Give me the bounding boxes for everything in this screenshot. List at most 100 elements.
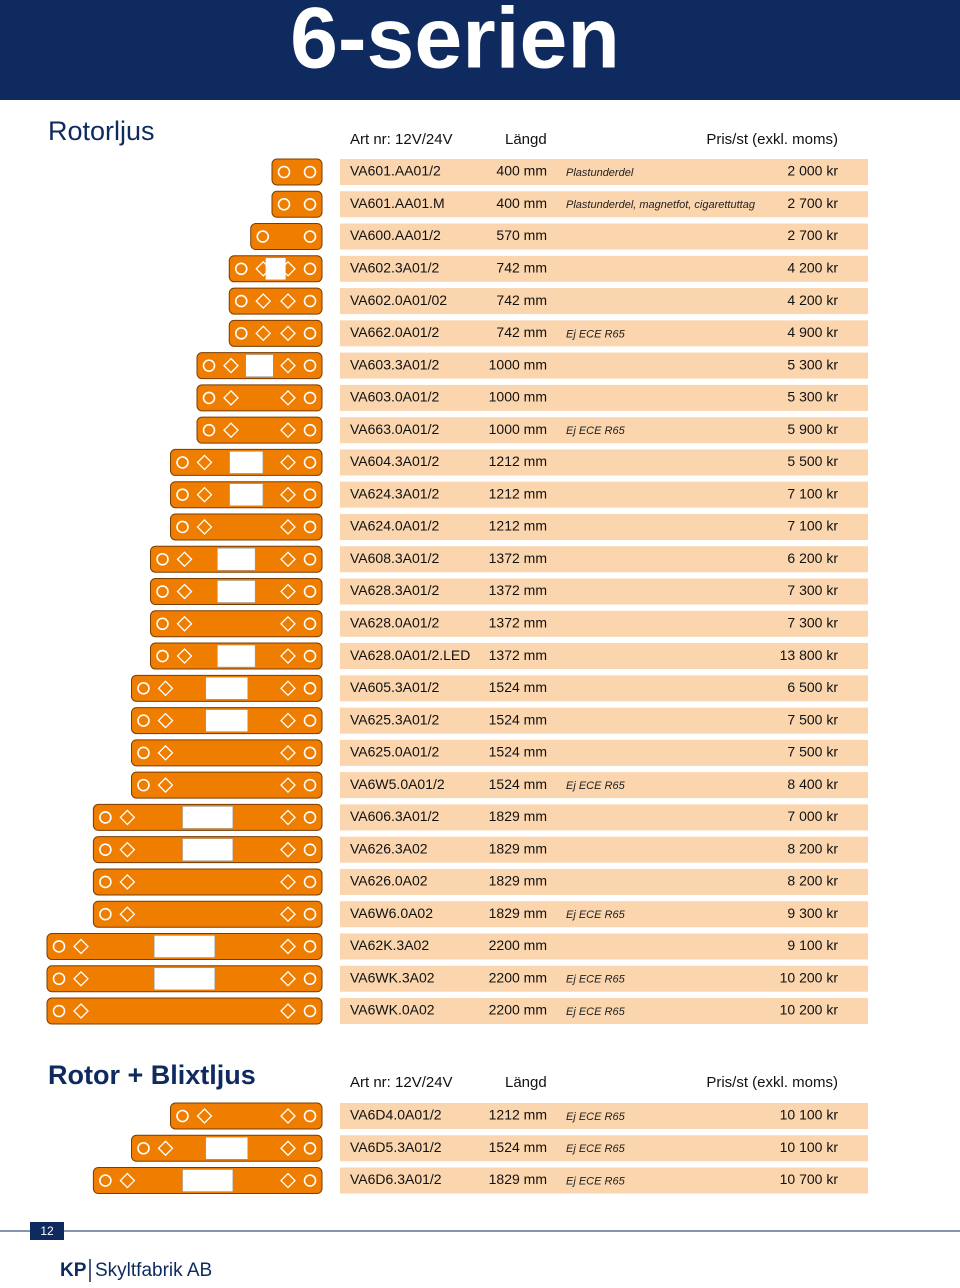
page-number: 12 bbox=[40, 1224, 54, 1238]
length: 1829 mm bbox=[489, 905, 547, 921]
note: Plastunderdel bbox=[566, 167, 634, 179]
diamond-icon bbox=[280, 486, 296, 503]
diamond-icon bbox=[280, 1003, 296, 1019]
row-band bbox=[340, 675, 868, 702]
diamond-icon bbox=[223, 389, 239, 406]
rotor-icon bbox=[303, 262, 317, 276]
section-title: Rotor + Blixtljus bbox=[48, 1060, 256, 1090]
light-bar bbox=[131, 739, 323, 767]
diamond-icon bbox=[73, 1003, 89, 1019]
column-header: Art nr: 12V/24V bbox=[350, 131, 453, 148]
row-band bbox=[340, 449, 868, 476]
light-bar bbox=[131, 771, 323, 799]
art-number: VA625.3A01/2 bbox=[350, 711, 439, 727]
diamond-icon bbox=[280, 260, 296, 277]
length: 1212 mm bbox=[489, 518, 547, 534]
row-band bbox=[340, 320, 868, 347]
diamond-icon bbox=[157, 777, 174, 794]
diamond-icon bbox=[119, 1172, 136, 1189]
diamond-icon bbox=[280, 357, 296, 374]
row-band bbox=[340, 223, 868, 250]
rotor-icon bbox=[137, 1141, 150, 1155]
length: 400 mm bbox=[496, 195, 547, 211]
length: 1372 mm bbox=[489, 550, 547, 566]
section-title: Rotorljus bbox=[48, 116, 155, 146]
rotor-icon bbox=[303, 746, 317, 760]
rotor-icon bbox=[303, 585, 317, 598]
rotor-icon bbox=[99, 907, 112, 921]
diamond-icon bbox=[196, 486, 213, 503]
light-bar-panel bbox=[154, 935, 215, 958]
rotor-icon bbox=[176, 456, 189, 469]
rotor-icon bbox=[176, 520, 189, 534]
length: 1372 mm bbox=[489, 614, 547, 630]
row-band bbox=[340, 804, 868, 831]
diamond-icon bbox=[280, 551, 296, 568]
note: Ej ECE R65 bbox=[566, 1143, 626, 1155]
company: Skyltfabrik AB bbox=[95, 1260, 212, 1281]
art-number: VA6D4.0A01/2 bbox=[350, 1107, 442, 1123]
length: 742 mm bbox=[496, 324, 547, 340]
light-bar-panel bbox=[182, 838, 234, 861]
length: 1829 mm bbox=[489, 840, 547, 856]
rotor-icon bbox=[303, 456, 317, 469]
diamond-icon bbox=[176, 615, 193, 632]
row-band bbox=[340, 546, 868, 573]
rotor-icon bbox=[303, 972, 317, 986]
light-bar-panel bbox=[182, 806, 234, 829]
rotor-icon bbox=[176, 488, 189, 502]
rotor-icon bbox=[303, 811, 317, 824]
price: 4 900 kr bbox=[787, 324, 838, 340]
diamond-icon bbox=[255, 293, 272, 309]
brand: KP bbox=[60, 1260, 87, 1281]
rotor-icon bbox=[234, 327, 248, 340]
page-number-box bbox=[30, 1222, 64, 1240]
price: 8 200 kr bbox=[787, 873, 838, 889]
diamond-icon bbox=[280, 389, 296, 406]
length: 742 mm bbox=[496, 292, 547, 308]
diamond-icon bbox=[280, 809, 296, 826]
row-band bbox=[340, 610, 868, 637]
art-number: VA608.3A01/2 bbox=[350, 550, 439, 566]
length: 1372 mm bbox=[489, 582, 547, 598]
price: 10 200 kr bbox=[780, 969, 839, 985]
price: 6 500 kr bbox=[787, 679, 838, 695]
rotor-icon bbox=[52, 972, 66, 986]
rotor-icon bbox=[303, 907, 317, 921]
length: 570 mm bbox=[496, 227, 547, 243]
diamond-icon bbox=[119, 841, 136, 858]
row-band bbox=[340, 643, 868, 670]
diamond-icon bbox=[280, 1140, 296, 1157]
light-bar bbox=[196, 384, 323, 412]
length: 1212 mm bbox=[489, 1107, 547, 1123]
diamond-icon bbox=[176, 648, 193, 664]
row-band bbox=[340, 1135, 868, 1162]
price: 7 100 kr bbox=[787, 485, 838, 501]
rotor-icon bbox=[303, 1004, 317, 1018]
row-band bbox=[340, 739, 868, 766]
art-number: VA602.0A01/02 bbox=[350, 292, 447, 308]
art-number: VA6W6.0A02 bbox=[350, 905, 433, 921]
diamond-icon bbox=[280, 519, 296, 535]
rotor-icon bbox=[303, 1174, 317, 1187]
price: 6 200 kr bbox=[787, 550, 838, 566]
price: 4 200 kr bbox=[787, 292, 838, 308]
diamond-icon bbox=[280, 712, 296, 729]
diamond-icon bbox=[280, 874, 296, 890]
art-number: VA628.0A01/2 bbox=[350, 614, 439, 630]
rotor-icon bbox=[137, 682, 150, 695]
diamond-icon bbox=[255, 325, 272, 342]
rotor-icon bbox=[99, 811, 112, 824]
rotor-icon bbox=[137, 746, 150, 760]
diamond-icon bbox=[280, 454, 296, 471]
price: 7 000 kr bbox=[787, 808, 838, 824]
row-band bbox=[340, 707, 868, 734]
length: 1000 mm bbox=[489, 356, 547, 372]
rotor-icon bbox=[303, 1109, 317, 1123]
rotor-icon bbox=[202, 359, 216, 372]
column-header: Pris/st (exkl. moms) bbox=[706, 131, 838, 148]
length: 1829 mm bbox=[489, 1171, 547, 1187]
column-header: Art nr: 12V/24V bbox=[350, 1074, 453, 1091]
row-band bbox=[340, 481, 868, 508]
diamond-icon bbox=[73, 938, 89, 955]
